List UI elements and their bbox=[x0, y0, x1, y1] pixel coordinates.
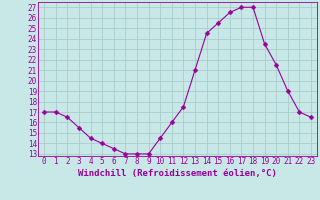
X-axis label: Windchill (Refroidissement éolien,°C): Windchill (Refroidissement éolien,°C) bbox=[78, 169, 277, 178]
